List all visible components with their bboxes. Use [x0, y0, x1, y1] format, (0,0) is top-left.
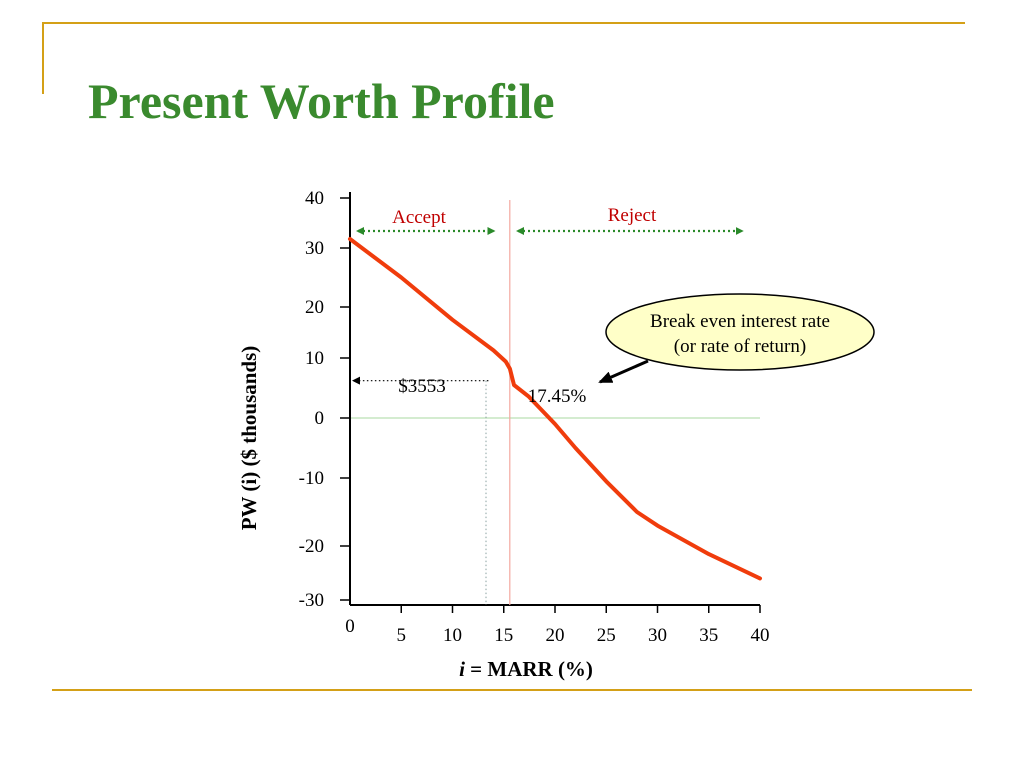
accept-label: Accept: [392, 207, 447, 228]
x-tick-label: 0: [345, 616, 355, 637]
x-tick-label: 40: [751, 625, 770, 646]
top-accent-line: [42, 22, 965, 24]
callout-line-2: (or rate of return): [674, 336, 806, 357]
slide-title: Present Worth Profile: [88, 73, 555, 129]
reject-label: Reject: [608, 205, 657, 226]
axes-layer: 40 30 20 10 0 -10 -20 -30 0 5 10 15 20 25 30 35 40: [299, 188, 770, 646]
y-tick-label: -10: [299, 468, 324, 489]
x-tick-label: 30: [648, 625, 667, 646]
x-axis-label: i = MARR (%): [459, 657, 593, 681]
x-axis-label-text: = MARR (%): [465, 657, 593, 681]
series-layer: [348, 237, 762, 581]
left-accent-line: [42, 22, 44, 94]
callout-bubble: [605, 293, 875, 371]
pw-value-label: $3553: [398, 376, 446, 397]
x-tick-label: 35: [699, 625, 718, 646]
callout-pointer-arrow: [598, 359, 649, 384]
x-tick-label: 20: [546, 625, 565, 646]
pw-curve-line: [348, 237, 762, 581]
break-even-rate-label: 17.45%: [528, 386, 587, 407]
y-tick-label: 20: [305, 297, 324, 318]
y-tick-label: 10: [305, 348, 324, 369]
y-tick-label: -30: [299, 590, 324, 611]
x-tick-label: 5: [397, 625, 407, 646]
y-tick-label: 30: [305, 238, 324, 259]
x-tick-label: 25: [597, 625, 616, 646]
callout-line-1: Break even interest rate: [650, 311, 830, 332]
y-axis-label: PW (i) ($ thousands): [237, 346, 261, 531]
x-tick-label: 10: [443, 625, 462, 646]
y-tick-label: 40: [305, 188, 324, 209]
y-tick-label: -20: [299, 536, 324, 557]
x-tick-label: 15: [494, 625, 513, 646]
bottom-accent-line: [52, 689, 972, 691]
y-tick-label: 0: [315, 408, 325, 429]
x-axis-label-italic: i: [459, 657, 465, 681]
break-even-callout: Break even interest rate (or rate of ret…: [598, 293, 875, 384]
annotation-layer: [352, 200, 744, 605]
